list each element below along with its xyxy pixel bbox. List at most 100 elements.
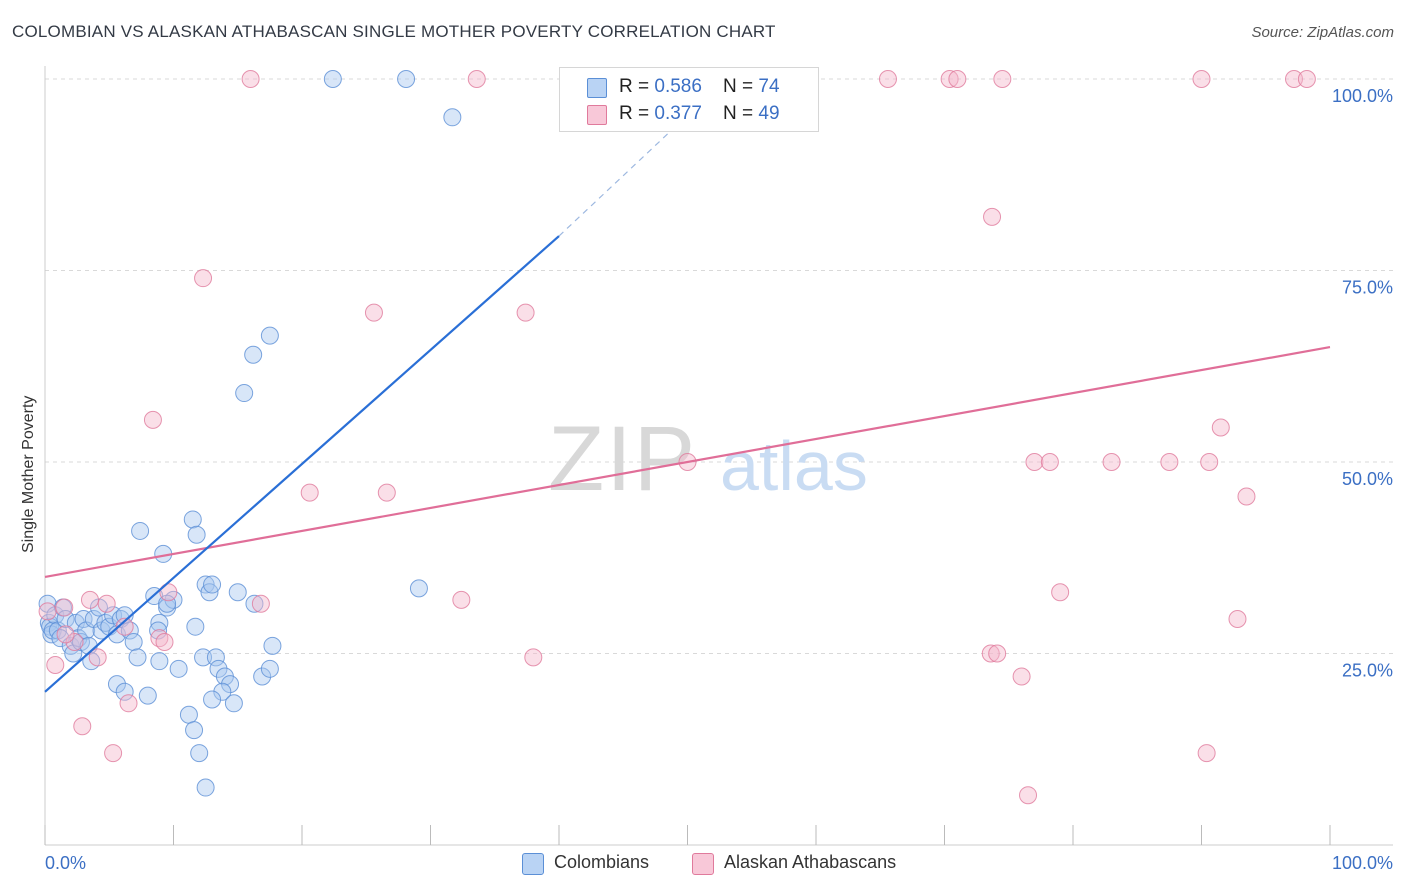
legend-swatch-pink (587, 105, 607, 125)
data-point-alaskan (38, 602, 57, 621)
data-point-alaskan (1200, 453, 1219, 471)
data-point-alaskan (377, 483, 396, 502)
data-point-alaskan (1051, 583, 1070, 602)
data-point-alaskan (878, 70, 897, 88)
data-point-colombian (228, 583, 247, 602)
data-point-alaskan (1160, 453, 1179, 471)
legend-r-label: R = (619, 103, 655, 124)
axes (44, 66, 1393, 846)
data-point-colombian (245, 594, 264, 613)
watermark-atlas: atlas (720, 427, 868, 505)
data-point-colombian (158, 598, 177, 617)
data-point-alaskan (56, 625, 75, 644)
data-point-alaskan (80, 590, 99, 609)
data-point-alaskan (1192, 70, 1211, 88)
bottom-legend-label: Alaskan Athabascans (724, 852, 897, 872)
data-point-alaskan (55, 598, 74, 617)
data-point-alaskan (46, 655, 65, 674)
data-point-colombian (131, 521, 150, 540)
data-point-alaskan (300, 483, 319, 502)
tick-labels: 25.0% 50.0% 75.0% 100.0% 0.0% 100.0% (45, 86, 1393, 873)
data-point-colombian (263, 636, 282, 655)
data-point-colombian (128, 648, 147, 667)
data-point-colombian (206, 648, 225, 667)
data-point-colombian (107, 675, 126, 694)
data-point-colombian (149, 621, 168, 640)
series-colombians-points (38, 70, 462, 797)
data-point-alaskan (1297, 70, 1316, 88)
data-point-colombian (124, 633, 143, 652)
y-tick-label: 25.0% (1342, 661, 1393, 681)
data-point-colombian (169, 659, 188, 678)
data-point-colombian (196, 778, 215, 797)
data-point-alaskan (364, 303, 383, 322)
data-point-alaskan (1019, 786, 1038, 805)
grid-lines (45, 78, 1393, 654)
data-point-colombian (183, 510, 202, 529)
data-point-alaskan (1237, 487, 1256, 506)
data-point-alaskan (983, 207, 1002, 226)
stats-legend: R = 0.586 N = 74 R = 0.377 N = 49 (559, 67, 819, 132)
data-point-alaskan (981, 644, 1000, 663)
data-point-colombian (260, 659, 279, 678)
data-point-alaskan (948, 70, 967, 88)
data-point-colombian (187, 525, 206, 544)
chart-title: COLOMBIAN VS ALASKAN ATHABASCAN SINGLE M… (12, 22, 776, 41)
data-point-alaskan (88, 648, 107, 667)
bottom-legend-swatch-pink (692, 853, 714, 875)
data-point-colombian (221, 675, 240, 694)
data-point-colombian (409, 579, 428, 598)
data-point-colombian (244, 345, 263, 364)
data-point-colombian (443, 108, 462, 127)
data-point-alaskan (1228, 610, 1247, 629)
data-point-alaskan (524, 648, 543, 667)
source-label: Source: ZipAtlas.com (1251, 24, 1394, 41)
bottom-legend-label: Colombians (554, 852, 650, 872)
data-point-alaskan (155, 633, 174, 652)
data-point-alaskan (119, 694, 138, 713)
data-point-alaskan (1012, 667, 1031, 686)
trend-line-alaskan (44, 346, 1331, 578)
data-point-colombian (150, 613, 169, 632)
data-point-colombian (150, 652, 169, 671)
data-point-colombian (235, 384, 254, 403)
data-point-colombian (224, 694, 243, 713)
data-point-alaskan (993, 70, 1012, 88)
data-point-alaskan (1197, 744, 1216, 763)
data-point-alaskan (516, 303, 535, 322)
data-point-alaskan (73, 717, 92, 736)
watermark: ZIP atlas (548, 408, 868, 510)
data-point-alaskan (1040, 453, 1059, 471)
data-point-alaskan (452, 590, 471, 609)
data-point-colombian (138, 686, 157, 705)
legend-swatch-blue (587, 78, 607, 98)
trend-line-colombian (44, 235, 560, 693)
data-point-colombian (397, 70, 416, 88)
data-point-alaskan (104, 744, 123, 763)
data-point-colombian (56, 610, 75, 629)
data-point-colombian (186, 617, 205, 636)
data-point-alaskan (1211, 418, 1230, 437)
data-point-colombian (323, 70, 342, 88)
data-point-alaskan (940, 70, 959, 88)
data-point-alaskan (194, 269, 213, 288)
data-point-colombian (190, 744, 209, 763)
legend-n-label: N = (723, 76, 759, 97)
data-point-alaskan (251, 594, 270, 613)
data-point-colombian (209, 659, 228, 678)
y-tick-label: 75.0% (1342, 278, 1393, 298)
data-point-colombian (260, 326, 279, 345)
data-point-colombian (194, 648, 213, 667)
data-point-alaskan (143, 410, 162, 429)
legend-n-value: 49 (758, 103, 780, 124)
legend-r-value: 0.377 (654, 103, 702, 124)
data-point-alaskan (1025, 453, 1044, 471)
data-point-alaskan (97, 594, 116, 613)
legend-n-value: 74 (758, 76, 780, 97)
y-tick-label: 100.0% (1332, 86, 1393, 106)
x-tick-label: 100.0% (1332, 853, 1393, 873)
y-tick-label: 50.0% (1342, 469, 1393, 489)
data-point-alaskan (1285, 70, 1304, 88)
legend-r-label: R = (619, 76, 655, 97)
